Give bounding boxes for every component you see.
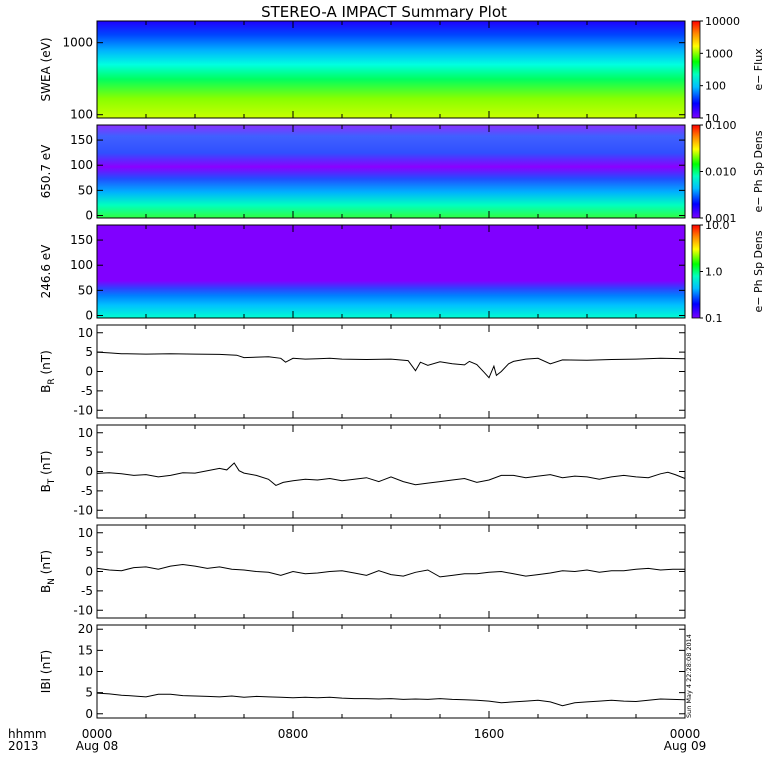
heatmap-2 xyxy=(97,125,685,218)
x-row-label-hhmm: hhmm xyxy=(8,727,47,741)
y-tick-label: 0 xyxy=(85,565,93,579)
colorbar-tick-label: 0.001 xyxy=(705,212,737,225)
colorbar-tick-label: 10 xyxy=(705,112,719,125)
timestamp-label: Sun May 4 22:28:08 2014 xyxy=(685,634,693,718)
y-tick-label: -5 xyxy=(81,484,93,498)
panel-ylabel: IBI (nT) xyxy=(39,650,53,693)
panel-4: BR (nT) 10 5 0 -5 -10 xyxy=(39,324,686,419)
y-tick-label: 150 xyxy=(70,233,93,247)
y-tick-label: 5 xyxy=(85,545,93,559)
panel-5: BT (nT) 10 5 0 -5 -10 xyxy=(39,424,686,519)
y-tick-label: 0 xyxy=(85,465,93,479)
colorbar-2 xyxy=(691,124,701,219)
panel-ylabel: 650.7 eV xyxy=(39,144,53,199)
y-tick-label: 0 xyxy=(85,308,93,322)
y-tick-label: 100 xyxy=(70,258,93,272)
y-tick-label: -10 xyxy=(73,603,93,617)
colorbar-tick-label: 100 xyxy=(705,80,726,93)
colorbar-3 xyxy=(691,224,701,319)
colorbar-tick-label: 1.0 xyxy=(705,266,723,279)
y-tick-label: -5 xyxy=(81,384,93,398)
chart-title: STEREO-A IMPACT Summary Plot xyxy=(261,3,507,21)
series-line xyxy=(96,692,686,707)
y-tick-label: 5 xyxy=(85,345,93,359)
y-tick-label: 0 xyxy=(85,365,93,379)
x-tick-date-label: Aug 08 xyxy=(76,739,119,753)
y-tick-label: 0 xyxy=(85,208,93,222)
x-tick-label: 0000 xyxy=(670,727,701,741)
panel-ylabel: 246.6 eV xyxy=(39,244,53,299)
panel-6: BN (nT) 10 5 0 -5 -10 xyxy=(39,524,686,619)
panel-ylabel: BR (nT) xyxy=(39,350,57,393)
colorbar-tick-label: 0.010 xyxy=(705,166,737,179)
y-tick-label: 50 xyxy=(78,183,93,197)
panel-ylabel: BN (nT) xyxy=(39,550,57,593)
y-tick-label: 150 xyxy=(70,133,93,147)
colorbar-tick-label: 0.1 xyxy=(705,312,723,325)
colorbar-tick-label: 10000 xyxy=(705,15,740,28)
y-tick-label: 100 xyxy=(70,108,93,122)
y-tick-label: 0 xyxy=(85,707,93,721)
y-tick-label: 100 xyxy=(70,158,93,172)
panel-frame xyxy=(96,424,686,519)
colorbar-1 xyxy=(691,20,701,119)
y-tick-label: 10 xyxy=(78,665,93,679)
y-tick-label: 10 xyxy=(78,526,93,540)
x-tick-label: 1600 xyxy=(474,727,505,741)
series-line xyxy=(96,351,686,379)
x-tick-label: 0800 xyxy=(278,727,309,741)
panel-frame xyxy=(96,324,686,419)
colorbar-label: e− Flux xyxy=(752,48,765,91)
y-tick-label: 5 xyxy=(85,686,93,700)
y-tick-label: 15 xyxy=(78,643,93,657)
panel-ylabel: BT (nT) xyxy=(39,451,57,493)
colorbar-label: e− Ph Sp Dens xyxy=(752,130,765,212)
y-tick-label: -10 xyxy=(73,403,93,417)
y-tick-label: 10 xyxy=(78,426,93,440)
series-line xyxy=(96,462,686,486)
x-tick-label: 0000 xyxy=(82,727,113,741)
y-tick-label: 50 xyxy=(78,283,93,297)
y-tick-label: 1000 xyxy=(62,36,93,50)
y-tick-label: 5 xyxy=(85,445,93,459)
panel-3: 10.0 1.0 0.1 e− Ph Sp Dens 246.6 eV 150 100 50 0 xyxy=(39,219,765,325)
colorbar-label: e− Ph Sp Dens xyxy=(752,230,765,312)
x-row-label-year: 2013 xyxy=(8,739,39,753)
panel-frame xyxy=(96,624,686,719)
panel-1: 10000 1000 100 10 e− Flux SWEA (eV) 1000 100 xyxy=(39,15,765,125)
series-line xyxy=(96,563,685,578)
colorbar-tick-label: 10.0 xyxy=(705,219,730,232)
panel-2: 0.100 0.010 0.001 e− Ph Sp Dens 650.7 eV 150 1… xyxy=(39,119,765,225)
heatmap-3 xyxy=(97,225,685,318)
colorbar-tick-label: 1000 xyxy=(705,47,733,60)
panel-frame xyxy=(96,524,686,619)
x-tick-date-label: Aug 09 xyxy=(664,739,707,753)
y-tick-label: 20 xyxy=(78,622,93,636)
panel-7: IBI (nT) 20 15 10 5 0 xyxy=(39,622,686,721)
panel-ylabel: SWEA (eV) xyxy=(39,37,53,101)
heatmap-1 xyxy=(97,21,685,118)
y-tick-label: 10 xyxy=(78,326,93,340)
y-tick-label: -10 xyxy=(73,503,93,517)
colorbar-tick-label: 0.100 xyxy=(705,119,737,132)
y-tick-label: -5 xyxy=(81,584,93,598)
